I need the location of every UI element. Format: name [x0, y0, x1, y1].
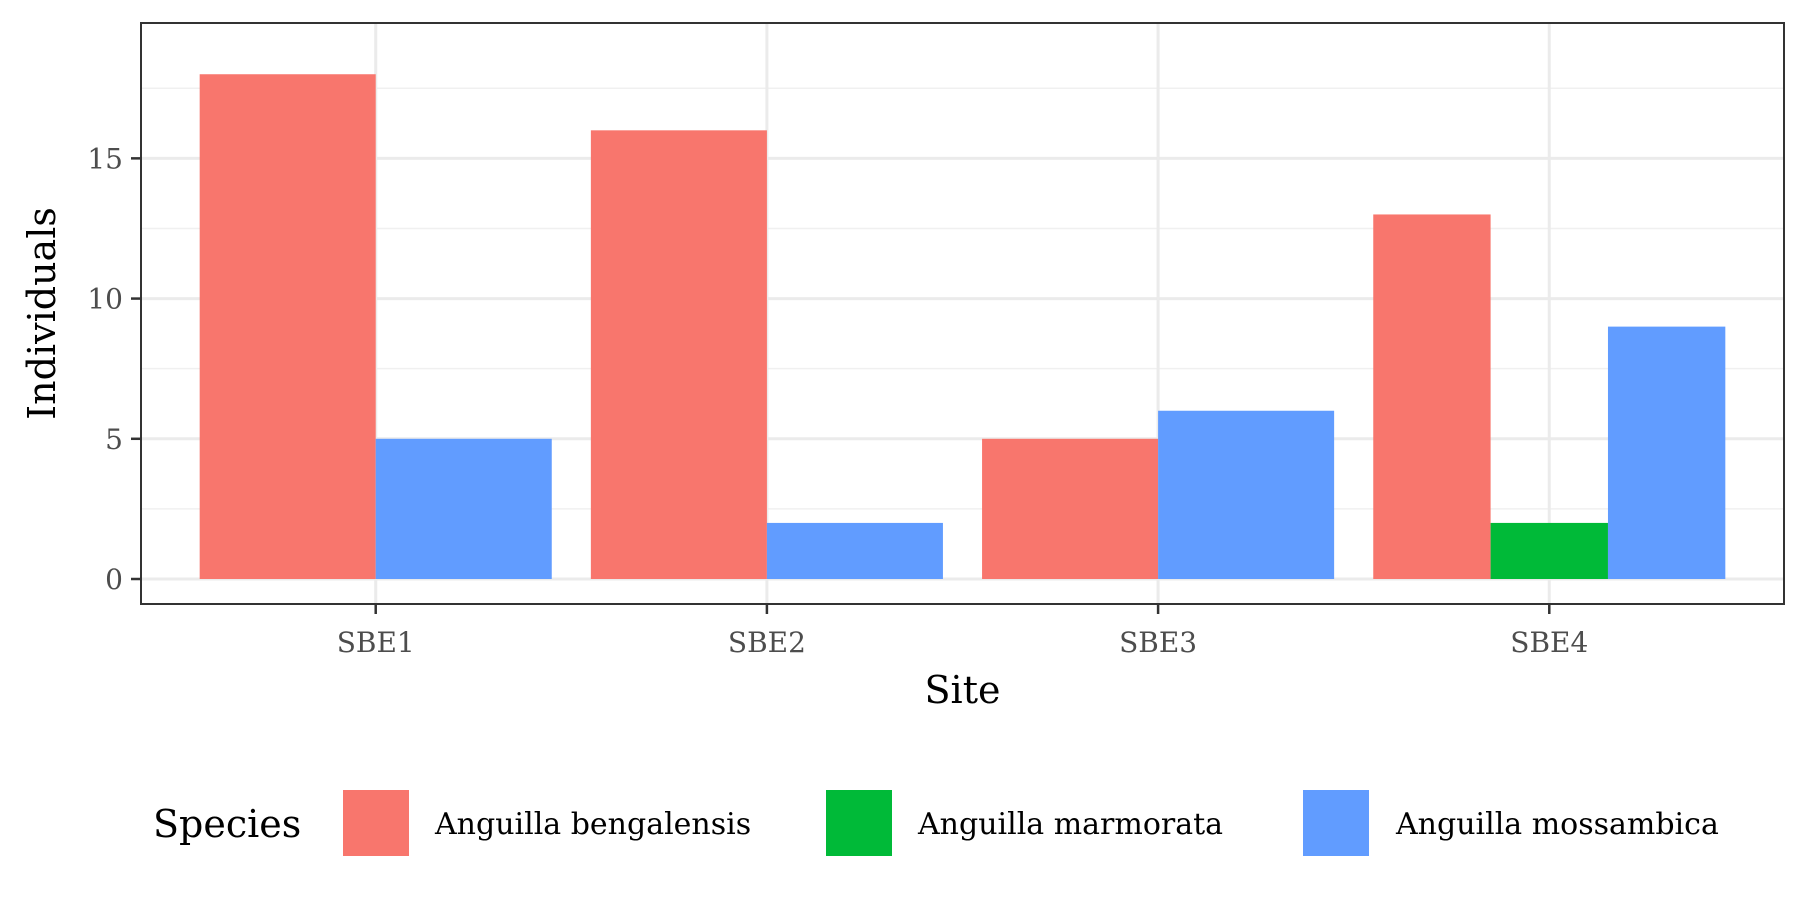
y-tick-label: 15	[87, 142, 123, 175]
legend-key	[826, 790, 892, 856]
legend: Species Anguilla bengalensis Anguilla mar…	[153, 790, 1719, 856]
bar	[590, 130, 767, 579]
x-tick-label: SBE1	[337, 626, 415, 659]
legend-title: Species	[153, 802, 301, 846]
bar	[1607, 326, 1726, 579]
legend-key	[343, 790, 409, 856]
y-tick-label: 5	[105, 423, 123, 456]
legend-key	[1303, 790, 1369, 856]
bar	[982, 438, 1159, 579]
y-axis: 0 5 10 15	[87, 142, 141, 596]
legend-label: Anguilla mossambica	[1395, 807, 1719, 842]
legend-label: Anguilla marmorata	[917, 807, 1223, 842]
x-axis: SBE1 SBE2 SBE3 SBE4	[337, 604, 1588, 659]
bar	[1373, 214, 1491, 579]
bar	[766, 522, 943, 579]
y-tick-label: 10	[87, 283, 123, 316]
bars	[199, 74, 1726, 579]
bar	[199, 74, 376, 579]
legend-label: Anguilla bengalensis	[434, 807, 751, 842]
x-tick-label: SBE3	[1119, 626, 1197, 659]
x-tick-label: SBE4	[1510, 626, 1588, 659]
y-tick-label: 0	[105, 563, 123, 596]
panel-border	[140, 22, 1785, 605]
bar	[1158, 410, 1335, 579]
x-tick-label: SBE2	[728, 626, 806, 659]
y-axis-title: Individuals	[20, 207, 64, 420]
x-axis-title: Site	[925, 668, 1001, 712]
bar	[1490, 522, 1608, 579]
bar	[375, 438, 552, 579]
